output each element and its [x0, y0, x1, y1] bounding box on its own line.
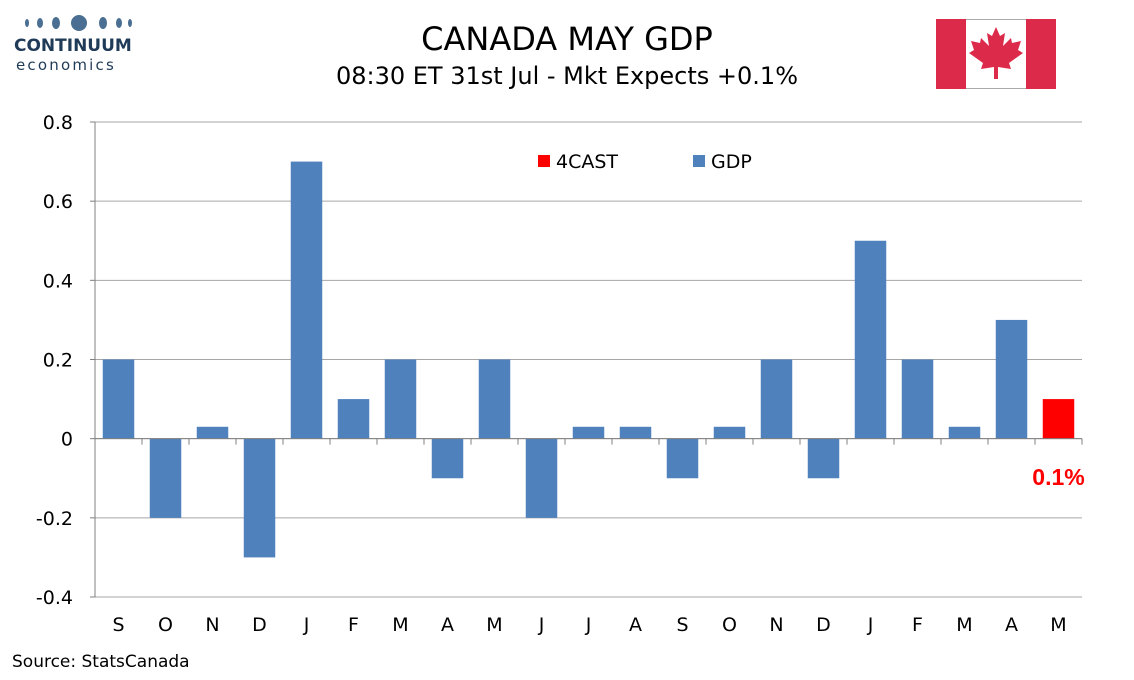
bar-gdp: [572, 426, 605, 439]
x-tick-label: J: [538, 614, 545, 636]
bars: [102, 161, 1075, 558]
bar-gdp: [760, 359, 793, 439]
x-tick-label: D: [252, 614, 267, 636]
bar-gdp: [337, 399, 370, 439]
x-tick-label: O: [722, 614, 737, 636]
page-title: CANADA MAY GDP: [421, 20, 713, 58]
bar-gdp: [619, 426, 652, 439]
logo-dots-icon: [25, 15, 132, 31]
legend-swatch-gdp: [693, 155, 705, 167]
x-tick-label: J: [303, 614, 310, 636]
bar-gdp: [196, 426, 229, 439]
x-tick-label: M: [956, 614, 972, 636]
x-tick-label: M: [1050, 614, 1066, 636]
source-note: Source: StatsCanada: [12, 652, 190, 672]
bar-4cast: [1042, 399, 1075, 439]
bar-gdp: [901, 359, 934, 439]
bar-gdp: [102, 359, 135, 439]
y-tick-label: -0.4: [36, 587, 73, 609]
axes: [90, 121, 1083, 598]
logo-tagline: economics: [16, 56, 116, 74]
y-tick-label: 0: [61, 429, 73, 451]
canada-flag-icon: [936, 19, 1056, 89]
x-tick-label: F: [912, 614, 923, 636]
bar-gdp: [948, 426, 981, 439]
logo-wordmark: CONTINUUM: [14, 36, 132, 56]
legend-swatch-4cast: [538, 155, 550, 167]
x-tick-label: J: [585, 614, 592, 636]
x-tick-label: S: [676, 614, 688, 636]
y-tick-label: 0.2: [43, 350, 73, 372]
x-tick-label: M: [392, 614, 408, 636]
bar-gdp: [384, 359, 417, 439]
bar-gdp: [149, 438, 182, 518]
tick-labels: -0.4 -0.2 0 0.2 0.4 0.6 0.8 S O N D J F M A M J J A S O N D J F M…: [36, 112, 1085, 636]
forecast-annotation: 0.1%: [1032, 464, 1084, 490]
x-tick-label: N: [205, 614, 219, 636]
legend-label-gdp: GDP: [711, 151, 752, 173]
x-tick-label: N: [769, 614, 783, 636]
x-tick-label: D: [816, 614, 831, 636]
y-tick-label: 0.6: [43, 191, 73, 213]
page-subtitle: 08:30 ET 31st Jul - Mkt Expects +0.1%: [335, 62, 799, 90]
x-tick-label: A: [629, 614, 642, 636]
bar-gdp: [243, 438, 276, 558]
bar-gdp: [807, 438, 840, 479]
x-tick-label: J: [867, 614, 874, 636]
bar-gdp: [525, 438, 558, 518]
bar-gdp: [713, 426, 746, 439]
continuum-logo: CONTINUUM economics: [14, 14, 144, 76]
x-tick-label: S: [112, 614, 124, 636]
bar-gdp: [854, 240, 887, 439]
legend: 4CAST GDP: [538, 151, 752, 173]
bar-gdp: [290, 161, 323, 439]
legend-label-4cast: 4CAST: [556, 151, 618, 173]
bar-gdp: [666, 438, 699, 479]
y-tick-label: 0.8: [43, 112, 73, 134]
bar-gdp: [431, 438, 464, 479]
x-tick-label: M: [486, 614, 502, 636]
bar-gdp: [478, 359, 511, 439]
x-tick-label: F: [348, 614, 359, 636]
bar-gdp: [995, 319, 1028, 439]
x-tick-label: O: [158, 614, 173, 636]
gridlines: [95, 121, 1082, 598]
y-tick-label: 0.4: [43, 270, 73, 292]
y-tick-label: -0.2: [36, 508, 73, 530]
x-tick-label: A: [441, 614, 454, 636]
x-tick-label: A: [1005, 614, 1018, 636]
